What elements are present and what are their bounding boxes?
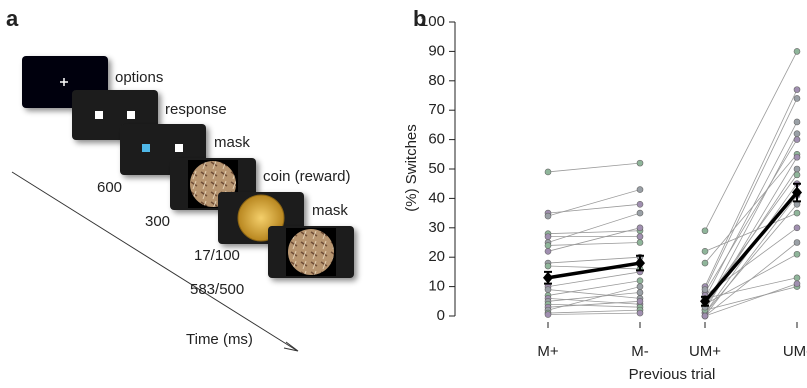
y-tick-label: 30 [428, 219, 445, 236]
subject-line [705, 195, 797, 316]
step-label: mask [312, 202, 348, 219]
duration-label: 300 [145, 213, 170, 230]
subject-line [548, 163, 640, 172]
mean-line [548, 263, 640, 278]
subject-point [702, 313, 708, 319]
subject-point [794, 172, 800, 178]
subject-point [545, 248, 551, 254]
subject-point [545, 169, 551, 175]
subject-point [637, 310, 643, 316]
x-tick-label: M- [631, 343, 649, 360]
y-axis-label: (%) Switches [403, 124, 420, 212]
subject-line [705, 90, 797, 287]
y-tick-label: 0 [437, 307, 445, 324]
subject-point [794, 87, 800, 93]
subject-point [637, 240, 643, 246]
panel-label: a [6, 6, 19, 31]
duration-label: 17/100 [194, 247, 240, 264]
subject-point [794, 166, 800, 172]
y-tick-label: 100 [420, 13, 445, 30]
subject-point [545, 263, 551, 269]
square [95, 111, 103, 119]
time-label: Time (ms) [186, 331, 253, 348]
x-tick-label: M+ [537, 343, 558, 360]
subject-point [794, 240, 800, 246]
subject-point [545, 242, 551, 248]
subject-point [702, 260, 708, 266]
subject-point [545, 234, 551, 240]
figure: a Time (ms) options response mask coin (… [0, 0, 807, 388]
y-tick-label: 20 [428, 248, 445, 265]
mask-image [288, 229, 334, 275]
subject-point [702, 248, 708, 254]
subject-point [794, 251, 800, 257]
subject-point [794, 131, 800, 137]
subject-point [702, 228, 708, 234]
step-label: mask [214, 134, 250, 151]
subject-point [637, 225, 643, 231]
subject-point [702, 287, 708, 293]
subject-line [548, 228, 640, 252]
x-axis-label: Previous trial [629, 366, 716, 383]
subject-point [794, 275, 800, 281]
subject-point [794, 137, 800, 143]
subject-point [794, 210, 800, 216]
subject-point [545, 287, 551, 293]
duration-label: 600 [97, 179, 122, 196]
y-tick-label: 10 [428, 278, 445, 295]
y-tick-label: 50 [428, 160, 445, 177]
subject-line [548, 190, 640, 216]
subject-point [637, 234, 643, 240]
subject-line [705, 51, 797, 230]
subject-line [548, 281, 640, 296]
subject-line [705, 284, 797, 316]
subject-line [548, 313, 640, 314]
square [142, 144, 150, 152]
subject-point [637, 187, 643, 193]
subject-line [548, 243, 640, 246]
subject-point [637, 278, 643, 284]
square [175, 144, 183, 152]
subject-point [794, 281, 800, 287]
subject-line [548, 257, 640, 263]
step-label: options [115, 69, 163, 86]
subject-point [794, 95, 800, 101]
subject-point [637, 284, 643, 290]
y-tick-label: 80 [428, 72, 445, 89]
subject-point [637, 201, 643, 207]
subject-point [637, 210, 643, 216]
duration-label: 583/500 [190, 281, 244, 298]
subject-point [637, 160, 643, 166]
x-tick-label: UM+ [689, 343, 721, 360]
step-label: response [165, 101, 227, 118]
subject-point [794, 119, 800, 125]
subject-point [637, 289, 643, 295]
subject-point [545, 312, 551, 318]
page: {"panel_a": {"label": "a", "steps": ["op… [0, 0, 807, 388]
x-tick-label: UM- [783, 343, 807, 360]
subject-line [548, 298, 640, 304]
y-tick-label: 60 [428, 131, 445, 148]
mean-point [635, 257, 645, 269]
subject-line [548, 213, 640, 242]
subject-point [794, 154, 800, 160]
subject-line [705, 140, 797, 293]
y-tick-label: 40 [428, 189, 445, 206]
square [127, 111, 135, 119]
subject-point [637, 298, 643, 304]
step-label: coin (reward) [263, 168, 351, 185]
mean-point [543, 272, 553, 284]
subject-point [794, 48, 800, 54]
subject-point [794, 225, 800, 231]
subject-point [545, 213, 551, 219]
subject-line [548, 310, 640, 313]
y-tick-label: 90 [428, 42, 445, 59]
y-tick-label: 70 [428, 101, 445, 118]
